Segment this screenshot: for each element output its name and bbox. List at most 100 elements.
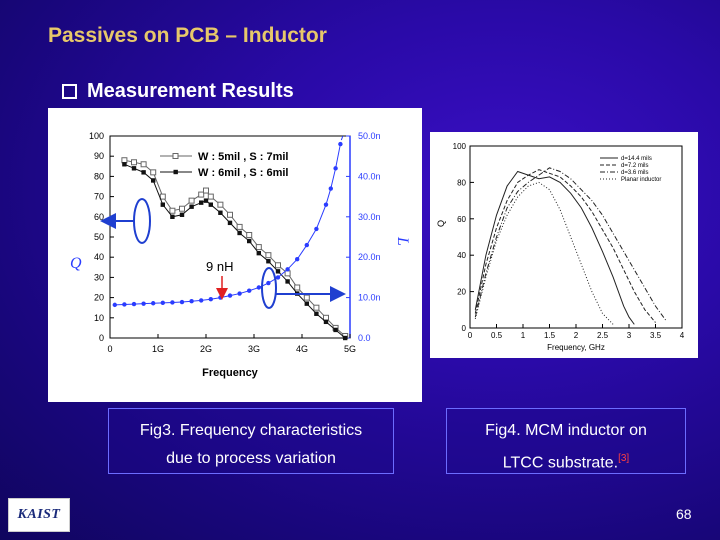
fig3-point	[275, 262, 281, 269]
fig3-y-tick-label: 20	[94, 293, 104, 303]
fig3-point	[333, 166, 338, 171]
fig3-point	[227, 293, 233, 298]
fig3-x-tick-label: 0	[107, 344, 112, 354]
fig3-point	[247, 288, 252, 293]
fig3-point	[179, 212, 185, 217]
fig3-point	[199, 200, 204, 205]
fig3-y-axis-label: Q	[70, 255, 82, 272]
fig3-point	[237, 291, 242, 296]
fig3-point	[285, 267, 290, 272]
fig4-caption-line2-wrap: LTCC substrate.[3]	[447, 445, 685, 477]
l-highlight-oval	[261, 267, 277, 309]
fig3-x-tick-label: 3G	[248, 344, 260, 354]
fig3-y2-tick-label: 20.0n	[358, 252, 381, 262]
fig3-y-tick-label: 80	[94, 171, 104, 181]
fig3-point	[323, 319, 329, 325]
fig3-point	[203, 187, 209, 194]
fig3-y-tick-label: 100	[89, 131, 104, 141]
fig4-x-tick-label: 3.5	[650, 331, 662, 340]
fig3-point	[314, 226, 319, 232]
fig3-point	[207, 193, 214, 200]
fig3-point	[151, 178, 156, 183]
fig3-point	[150, 169, 157, 176]
fig4-chart: 0 20 40 60 80 100 0 0.5 1 1.5 2 2.5 3 3.5 4 Frequency, …	[436, 142, 685, 352]
fig3-point	[275, 269, 281, 274]
fig3-y-tick-label: 0	[99, 333, 104, 343]
slide-title: Passives on PCB – Inductor	[48, 24, 327, 47]
fig3-point	[208, 297, 213, 302]
fig3-point	[217, 201, 224, 208]
fig3-point	[256, 250, 261, 256]
fig3-point	[141, 170, 146, 175]
fig3-point	[179, 205, 185, 212]
fig3-point	[131, 301, 137, 307]
fig3-point	[246, 231, 253, 238]
bullet-text: Measurement Results	[87, 80, 294, 102]
fig3-y2-tick-label: 30.0n	[358, 212, 381, 222]
fig3-legend-label-2: W : 6mil , S : 6mil	[198, 167, 288, 179]
fig3-point	[333, 327, 338, 333]
fig3-point	[313, 304, 320, 311]
fig4-y-tick-label: 80	[457, 178, 466, 187]
checkbox-bullet-icon	[62, 84, 77, 99]
fig3-point	[247, 238, 252, 244]
fig3-point	[323, 202, 329, 207]
fig3-point	[294, 284, 301, 291]
fig3-point	[218, 210, 223, 215]
fig3-caption-line2: due to process variation	[166, 450, 336, 467]
fig3-point	[189, 299, 194, 304]
fig3-point	[265, 252, 272, 259]
fig3-point	[227, 211, 233, 218]
fig3-point	[304, 301, 309, 306]
fig4-caption-line1: Fig4. MCM inductor on	[485, 422, 647, 439]
fig3-point	[122, 162, 127, 167]
fig4-x-tick-label: 1.5	[544, 331, 556, 340]
fig3-point	[199, 298, 204, 303]
fig3-point	[255, 244, 262, 251]
fig3-y-tick-label: 60	[94, 212, 104, 222]
fig3-point	[159, 193, 166, 200]
fig3-point	[285, 279, 290, 284]
fig3-point	[140, 161, 147, 168]
fig3-y-tick-label: 70	[94, 192, 104, 202]
fig3-point	[236, 223, 243, 230]
fig4-y-tick-label: 0	[462, 324, 467, 333]
fig3-point	[266, 259, 271, 264]
fig3-point	[169, 207, 176, 214]
fig4-legend-label: d=7.2 mils	[621, 163, 649, 169]
fig3-point	[304, 242, 309, 248]
fig4-x-tick-label: 2	[574, 331, 579, 340]
fig3-legend-marker-2	[173, 169, 178, 175]
fig3-point	[131, 159, 137, 166]
fig4-chart-panel: 0 20 40 60 80 100 0 0.5 1 1.5 2 2.5 3 3.5 4 Frequency, …	[430, 132, 698, 358]
fig4-legend-label: d=3.6 mils	[621, 170, 649, 176]
fig3-point	[314, 311, 319, 316]
fig3-point	[227, 220, 233, 226]
fig3-l-tail	[340, 135, 344, 141]
fig3-x-axis-label: Frequency	[202, 367, 259, 379]
fig3-y2-tick-label: 10.0n	[358, 293, 381, 303]
fig3-point	[266, 280, 271, 286]
fig3-point	[160, 300, 165, 306]
fig3-y-tick-label: 90	[94, 151, 104, 161]
fig3-point	[303, 294, 310, 301]
fig3-point	[160, 202, 165, 207]
fig3-y-tick-label: 40	[94, 252, 104, 262]
fig3-x-tick-label: 1G	[152, 344, 164, 354]
fig3-point	[131, 166, 137, 171]
fig3-point	[275, 275, 281, 280]
fig4-series-line-2	[474, 167, 667, 322]
fig3-point	[328, 186, 333, 191]
fig4-x-tick-label: 3	[627, 331, 632, 340]
fig3-point	[151, 301, 156, 306]
fig3-y2-axis-label: L	[394, 236, 411, 246]
bullet-measurement-results: Measurement Results	[62, 80, 294, 103]
fig3-x-tick-label: 4G	[296, 344, 308, 354]
fig3-x-tick-label: 2G	[200, 344, 212, 354]
fig3-point	[170, 214, 175, 219]
fig4-y-tick-label: 60	[457, 215, 466, 224]
nine-nh-label: 9 nH	[204, 259, 236, 274]
fig3-y-tick-label: 30	[94, 272, 104, 282]
fig4-series-line-1	[474, 169, 656, 323]
